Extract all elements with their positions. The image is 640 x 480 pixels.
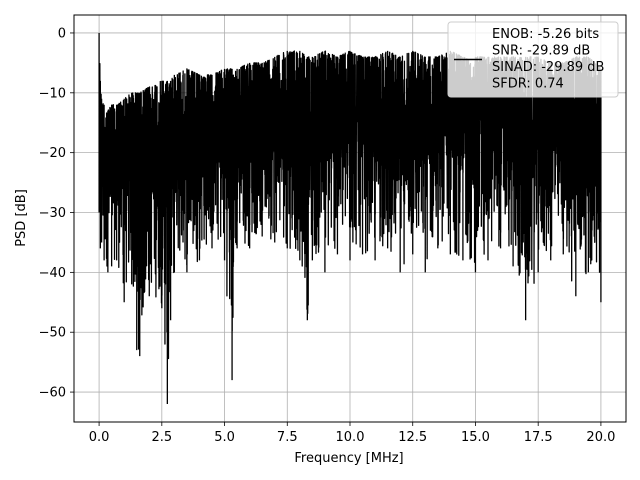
y-tick-label: −30 [39,206,66,221]
x-axis-label: Frequency [MHz] [294,451,403,466]
psd-line [98,32,602,405]
y-tick-label: −40 [39,266,66,281]
psd-trace [98,32,602,405]
legend-entry: SINAD: -29.89 dB [492,60,604,75]
x-tick-label: 0.0 [89,430,110,445]
y-tick-label: −10 [39,86,66,101]
y-tick-label: 0 [58,26,66,41]
x-tick-label: 12.5 [398,430,427,445]
x-tick-label: 7.5 [277,430,298,445]
x-tick-label: 20.0 [586,430,615,445]
y-tick-label: −60 [39,386,66,401]
x-tick-label: 5.0 [214,430,235,445]
x-tick-label: 2.5 [151,430,172,445]
x-tick-label: 15.0 [461,430,490,445]
x-axis-ticks: 0.0 2.5 5.0 7.5 10.0 12.5 15.0 17.5 20.0 [89,422,615,445]
legend-box [447,21,619,98]
legend-entry: ENOB: -5.26 bits [492,27,599,42]
y-tick-label: −50 [39,326,66,341]
y-axis-label: PSD [dB] [14,189,29,247]
y-axis-ticks: 0 −10 −20 −30 −40 −50 −60 [39,26,74,401]
x-tick-label: 10.0 [336,430,365,445]
x-tick-label: 17.5 [524,430,553,445]
legend-entry: SFDR: 0.74 [492,77,564,92]
legend-entry: SNR: -29.89 dB [492,44,590,59]
y-tick-label: −20 [39,146,66,161]
